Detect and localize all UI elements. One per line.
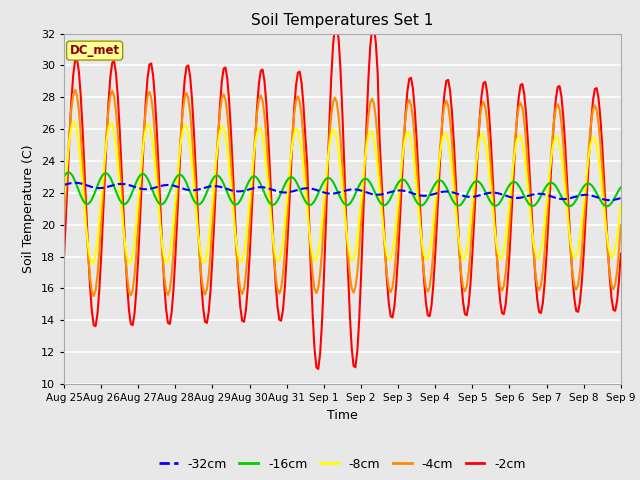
-32cm	[532, 191, 540, 197]
-2cm	[444, 77, 452, 83]
-16cm	[287, 174, 294, 180]
-16cm	[305, 202, 313, 208]
-16cm	[578, 187, 586, 192]
-8cm	[580, 201, 588, 206]
Line: -2cm: -2cm	[64, 24, 621, 369]
-4cm	[289, 133, 296, 139]
-16cm	[617, 184, 625, 190]
-4cm	[71, 87, 79, 93]
-32cm	[305, 185, 313, 191]
-4cm	[534, 283, 541, 289]
-16cm	[64, 169, 72, 175]
-8cm	[307, 241, 315, 247]
-16cm	[500, 192, 508, 198]
-4cm	[90, 293, 97, 299]
Text: DC_met: DC_met	[70, 44, 120, 57]
-2cm	[333, 22, 340, 27]
Line: -4cm: -4cm	[64, 90, 621, 296]
-2cm	[502, 301, 509, 307]
-4cm	[60, 221, 68, 227]
-32cm	[287, 189, 294, 195]
Y-axis label: Soil Temperature (C): Soil Temperature (C)	[22, 144, 35, 273]
-2cm	[314, 366, 322, 372]
-4cm	[617, 222, 625, 228]
-2cm	[60, 255, 68, 261]
-8cm	[88, 261, 96, 267]
-2cm	[303, 161, 311, 167]
-8cm	[69, 119, 77, 125]
-2cm	[534, 297, 541, 303]
-2cm	[285, 216, 292, 222]
-2cm	[580, 251, 588, 257]
-8cm	[617, 201, 625, 206]
-4cm	[307, 251, 315, 257]
-2cm	[617, 251, 625, 256]
-8cm	[289, 142, 296, 148]
Line: -32cm: -32cm	[64, 183, 621, 200]
-8cm	[502, 235, 509, 241]
Legend: -32cm, -16cm, -8cm, -4cm, -2cm: -32cm, -16cm, -8cm, -4cm, -2cm	[154, 453, 531, 476]
-16cm	[60, 174, 68, 180]
-16cm	[532, 202, 540, 207]
Line: -16cm: -16cm	[64, 172, 621, 206]
-32cm	[60, 182, 68, 188]
-4cm	[502, 269, 509, 275]
-32cm	[578, 192, 586, 198]
Line: -8cm: -8cm	[64, 122, 621, 264]
X-axis label: Time: Time	[327, 408, 358, 421]
-16cm	[442, 184, 450, 190]
-32cm	[442, 189, 450, 194]
-32cm	[617, 195, 625, 201]
-16cm	[602, 204, 610, 209]
-32cm	[71, 180, 79, 186]
-8cm	[60, 197, 68, 203]
-8cm	[534, 255, 541, 261]
-8cm	[444, 139, 452, 144]
Title: Soil Temperatures Set 1: Soil Temperatures Set 1	[252, 13, 433, 28]
-32cm	[606, 197, 614, 203]
-4cm	[444, 103, 452, 109]
-4cm	[580, 222, 588, 228]
-32cm	[500, 192, 508, 198]
